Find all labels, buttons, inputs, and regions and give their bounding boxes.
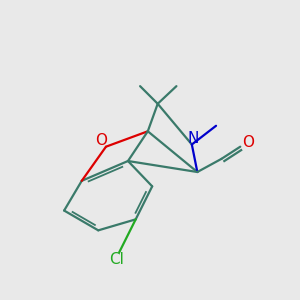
- Text: O: O: [95, 133, 107, 148]
- Text: N: N: [187, 130, 199, 146]
- Text: O: O: [242, 135, 254, 150]
- Text: Cl: Cl: [109, 252, 124, 267]
